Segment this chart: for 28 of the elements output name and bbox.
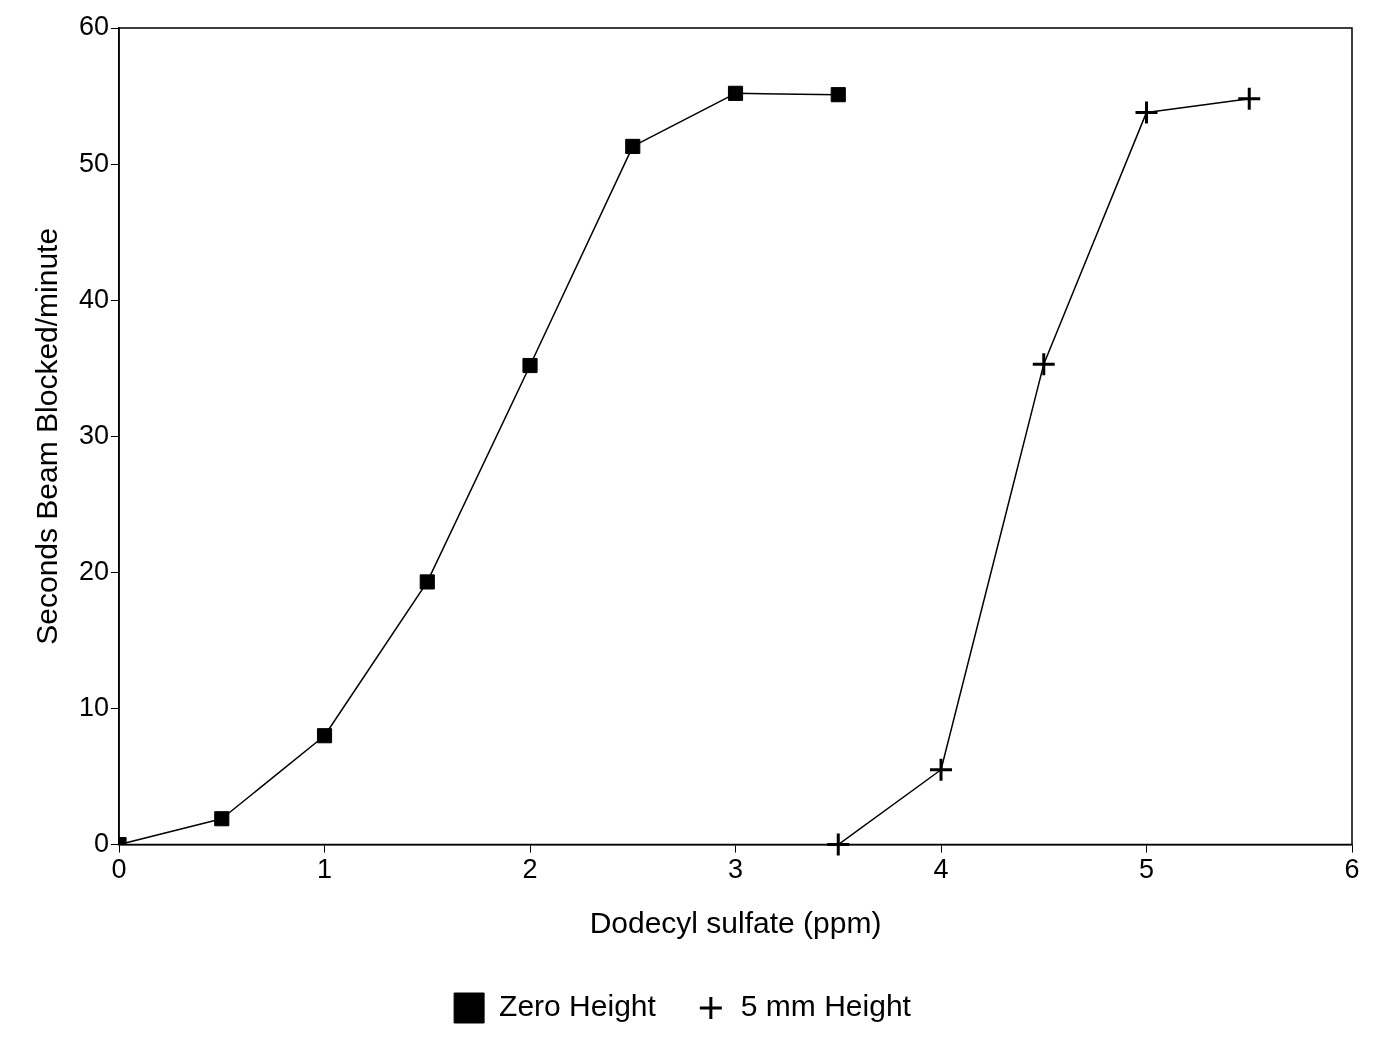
point [830, 87, 846, 103]
x-tick-label: 5 [1138, 854, 1155, 885]
legend-label: Zero Height [499, 989, 657, 1023]
x-axis-title: Dodecyl sulfate (ppm) [589, 906, 882, 940]
point [1032, 353, 1055, 376]
point [1238, 87, 1261, 110]
point [522, 357, 538, 374]
point [419, 574, 435, 590]
point [930, 758, 953, 781]
y-tick-label: 30 [78, 419, 110, 450]
point [1135, 101, 1158, 124]
legend-label: 5 mm Height [740, 989, 912, 1023]
y-tick-label: 20 [78, 555, 110, 586]
point [625, 138, 641, 154]
y-tick-label: 50 [78, 147, 110, 178]
y-tick-label: 10 [78, 691, 110, 722]
point [214, 811, 230, 827]
x-tick-label: 3 [728, 854, 744, 885]
x-tick-label: 1 [317, 854, 333, 885]
y-axis-title: Seconds Beam Blocked/minute [30, 227, 64, 645]
x-tick-label: 6 [1344, 854, 1360, 885]
y-tick-label: 0 [94, 828, 110, 859]
y-tick-label: 60 [78, 11, 110, 42]
point [316, 728, 333, 744]
x-tick-label: 2 [522, 854, 538, 885]
point [727, 85, 744, 101]
y-tick-label: 40 [78, 283, 110, 314]
x-tick-label: 4 [933, 854, 949, 885]
